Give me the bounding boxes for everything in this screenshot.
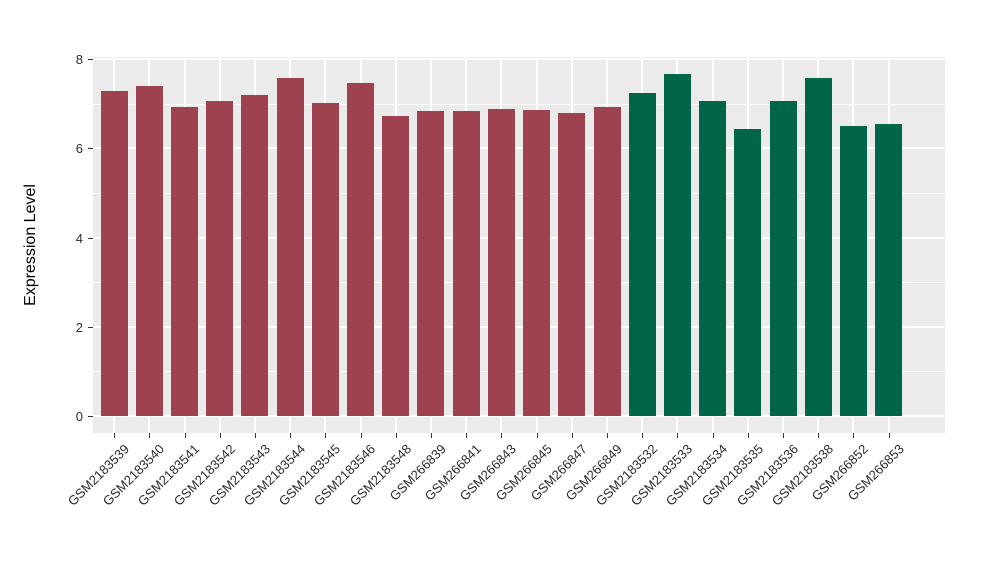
x-axis-tick-mark [853, 433, 855, 438]
bar [804, 78, 832, 416]
bar [100, 90, 128, 416]
x-axis-tick-mark [677, 433, 679, 438]
x-axis-tick-mark [290, 433, 292, 438]
x-axis-tick-mark [149, 433, 151, 438]
y-tick-label: 6 [75, 141, 83, 157]
x-axis-tick-mark [466, 433, 468, 438]
bar [769, 100, 797, 416]
y-axis-tick-mark [88, 148, 93, 150]
y-tick-label: 8 [75, 52, 83, 67]
x-axis-tick-mark [536, 433, 538, 438]
y-axis-title: Expression Level [22, 184, 39, 306]
x-axis-tick-mark [395, 433, 397, 438]
gridline-minor-horizontal [93, 103, 945, 105]
x-axis-tick-mark [818, 433, 820, 438]
gridline-major-horizontal [93, 236, 945, 239]
bar [663, 74, 691, 416]
x-axis-tick-mark [501, 433, 503, 438]
gridline-major-horizontal [93, 58, 945, 60]
bar [734, 128, 762, 416]
bar [417, 111, 445, 416]
y-tick-label: 0 [75, 409, 83, 424]
bar [171, 106, 199, 416]
bar [487, 108, 515, 416]
bar [206, 100, 234, 416]
x-axis-tick-mark [360, 433, 362, 438]
gridline-major-horizontal [93, 147, 945, 150]
y-axis-tick-mark [88, 237, 93, 239]
y-axis-tick-mark [88, 416, 93, 417]
x-axis-tick-mark [184, 433, 186, 438]
x-axis-tick-mark [712, 433, 714, 438]
bar [276, 78, 304, 416]
gridline-minor-horizontal [93, 371, 945, 373]
y-axis-tick-mark [88, 326, 93, 328]
bar [558, 112, 586, 416]
x-axis-tick-mark [430, 433, 432, 438]
x-axis-tick-mark [114, 433, 116, 438]
y-tick-label: 4 [75, 230, 83, 246]
x-axis-tick-mark [607, 433, 609, 438]
plot-panel [93, 57, 945, 433]
x-axis-tick-mark [642, 433, 644, 438]
gridline-minor-horizontal [93, 282, 945, 284]
x-axis-tick-mark [219, 433, 221, 438]
x-axis-tick-mark [571, 433, 573, 438]
bar [875, 123, 903, 416]
gridline-minor-horizontal [93, 192, 945, 194]
gridline-major-horizontal [93, 325, 945, 328]
bar [311, 102, 339, 416]
y-axis-tick-mark [88, 59, 93, 60]
x-axis-tick-mark [783, 433, 785, 438]
bar [628, 92, 656, 416]
bar [699, 100, 727, 416]
bar [241, 95, 269, 416]
bar [593, 107, 621, 416]
x-axis-tick-mark [325, 433, 327, 438]
bar [839, 125, 867, 416]
y-tick-label: 2 [75, 319, 83, 335]
bar [523, 109, 551, 416]
bar [452, 111, 480, 416]
x-axis-tick-mark [747, 433, 749, 438]
bar [382, 116, 410, 416]
gridline-major-horizontal [93, 415, 945, 417]
x-axis-tick-mark [888, 433, 890, 438]
bar [347, 82, 375, 416]
x-axis-tick-mark [254, 433, 256, 438]
bar [135, 85, 163, 416]
